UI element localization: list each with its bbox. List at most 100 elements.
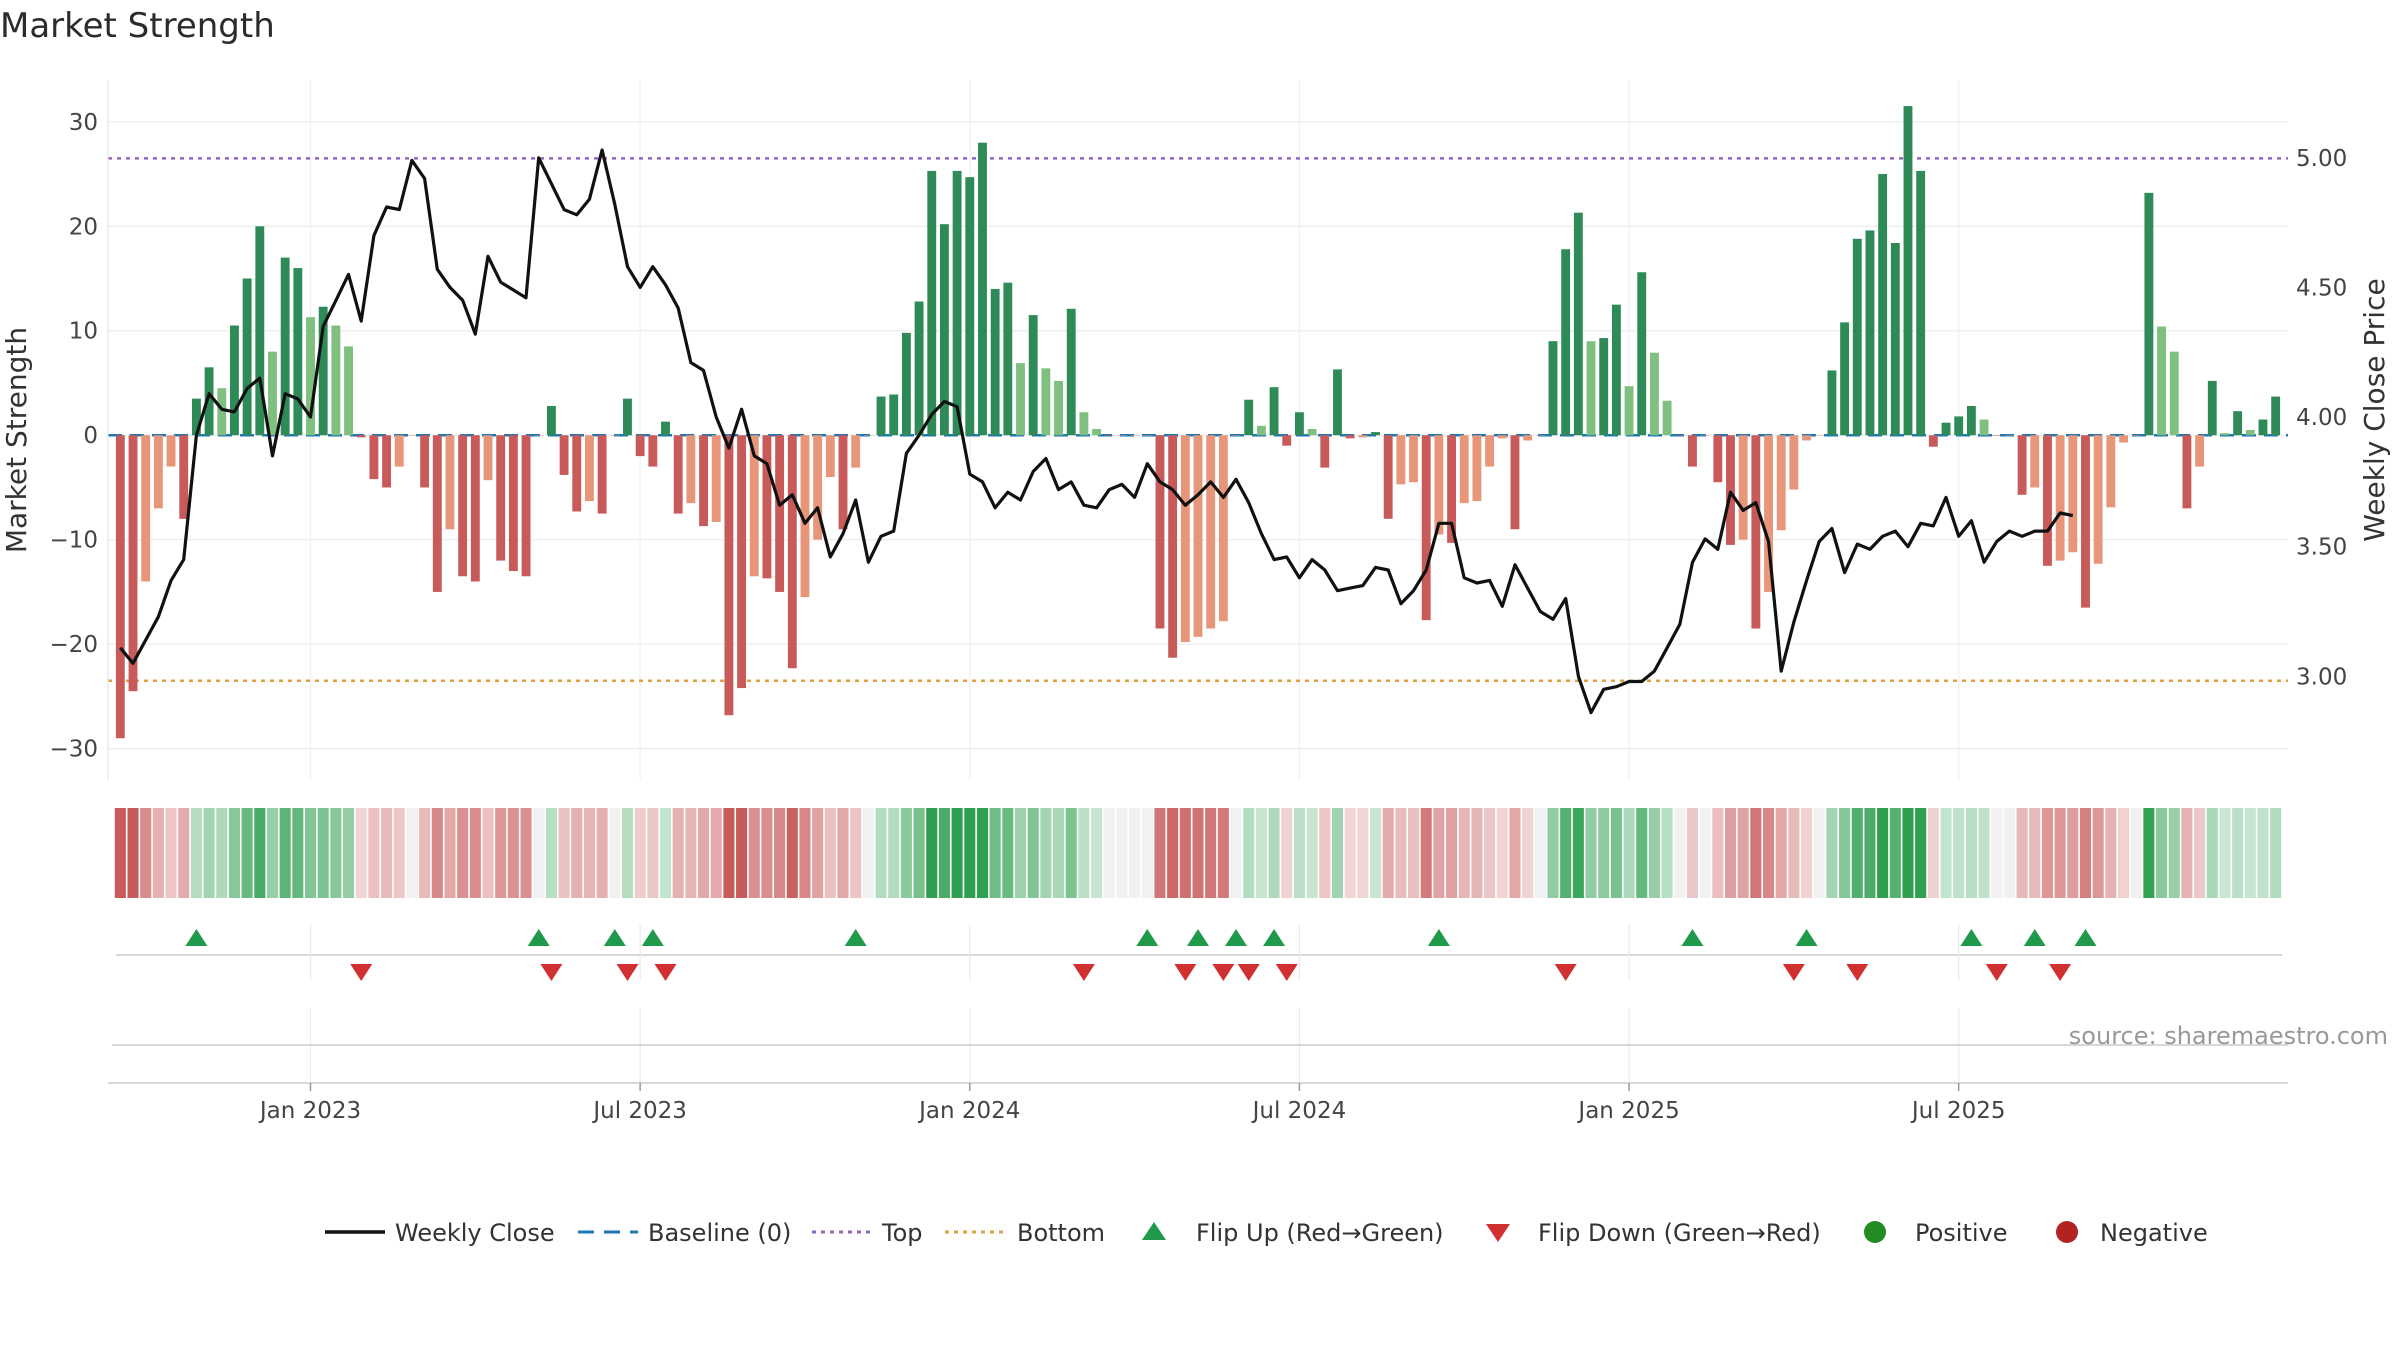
- heat-cell: [2244, 808, 2256, 898]
- heat-cell: [520, 808, 532, 898]
- heat-cell: [1420, 808, 1432, 898]
- strength-bar: [394, 435, 404, 467]
- heat-cell: [545, 808, 557, 898]
- strength-bar: [2144, 192, 2154, 436]
- heat-cell: [1522, 808, 1534, 898]
- heat-cell: [1991, 808, 2003, 898]
- heat-cell: [1357, 808, 1369, 898]
- heat-cell: [1129, 808, 1141, 898]
- strength-bar: [610, 435, 620, 436]
- heat-cell: [1902, 808, 1914, 898]
- heat-cell: [1407, 808, 1420, 898]
- strength-bar: [1751, 435, 1761, 629]
- heat-cell: [1762, 808, 1775, 898]
- strength-bar: [737, 435, 747, 689]
- strength-bar: [838, 435, 848, 530]
- flip-down-marker: [1846, 964, 1869, 981]
- flip-down-marker: [540, 964, 563, 981]
- flip-up-marker: [603, 929, 626, 946]
- heat-cell: [1369, 808, 1382, 898]
- flip-up-marker: [1187, 929, 1209, 946]
- heat-cell: [926, 808, 938, 898]
- strength-bar: [242, 278, 252, 436]
- heat-cell: [241, 808, 253, 898]
- heat-cell: [393, 808, 405, 898]
- y-right-axis-label: Weekly Close Price: [2358, 278, 2391, 541]
- x-tick-label: Jan 2025: [1576, 1098, 1679, 1124]
- heat-cell: [2041, 808, 2053, 898]
- heat-cell: [596, 808, 608, 898]
- strength-bar: [1016, 363, 1025, 436]
- x-tick-label: Jul 2025: [1910, 1098, 2006, 1124]
- heat-cell: [1217, 808, 1229, 898]
- flip-up-marker: [1427, 929, 1450, 946]
- strength-bar: [1941, 422, 1951, 436]
- heat-cell: [1344, 808, 1356, 898]
- strength-bar: [1573, 212, 1583, 436]
- heat-cell: [1179, 808, 1191, 898]
- strength-bar: [648, 435, 658, 467]
- heat-cell: [875, 808, 887, 898]
- strength-bar: [965, 177, 975, 436]
- strength-bars: [115, 106, 2281, 739]
- y-axis-label: Market Strength: [0, 327, 33, 553]
- strength-bar: [356, 435, 366, 438]
- heat-cell: [1243, 808, 1255, 898]
- strength-bar: [1079, 412, 1089, 436]
- legend-label: Weekly Close: [395, 1219, 555, 1247]
- legend-label: Top: [881, 1219, 923, 1247]
- heat-cell: [2054, 808, 2066, 898]
- strength-bar: [1459, 435, 1469, 504]
- heat-cell: [1103, 808, 1115, 898]
- strength-bar: [749, 435, 759, 577]
- heat-cell: [304, 808, 317, 898]
- strength-bar: [889, 394, 899, 436]
- heat-cell: [1547, 808, 1559, 898]
- strength-bar: [445, 435, 455, 530]
- heat-cell: [2219, 808, 2231, 898]
- strength-bar: [2106, 435, 2116, 508]
- heat-cell: [976, 808, 989, 898]
- legend-label: Negative: [2100, 1219, 2208, 1247]
- strength-bar: [661, 421, 670, 436]
- strength-bar: [1840, 322, 1850, 436]
- strength-bar: [1852, 238, 1862, 436]
- heat-cell: [419, 808, 431, 898]
- strength-bar: [1447, 435, 1457, 543]
- heat-cell: [330, 808, 342, 898]
- strength-bar: [2017, 435, 2027, 495]
- strength-bar: [2271, 396, 2281, 436]
- heat-cell: [812, 808, 824, 898]
- y-tick-label: 10: [69, 319, 98, 345]
- strength-bar: [1028, 315, 1038, 436]
- flip-down-marker: [1275, 964, 1298, 981]
- strength-bar: [534, 435, 544, 436]
- flip-down-marker: [1072, 964, 1095, 981]
- strength-bar: [1738, 435, 1748, 540]
- heat-cell: [1230, 808, 1242, 898]
- heat-cell: [1040, 808, 1052, 898]
- strength-bar: [2220, 433, 2230, 436]
- heat-cell: [2130, 808, 2142, 898]
- strength-bar: [496, 435, 506, 561]
- legend: Weekly Close Baseline (0) Top Bottom Flip Up…: [325, 1219, 2208, 1247]
- y-tick-label: 30: [69, 110, 98, 136]
- strength-bar: [344, 346, 353, 436]
- y-right-tick-label: 3.50: [2296, 535, 2347, 561]
- strength-bar: [1764, 435, 1773, 592]
- heat-cell: [1205, 808, 1217, 898]
- strength-bar: [1421, 435, 1431, 621]
- strength-bar: [318, 306, 328, 436]
- flip-up-marker: [2074, 929, 2097, 946]
- strength-bar: [1827, 370, 1837, 436]
- heat-cell: [1002, 808, 1014, 898]
- heat-cell: [1446, 808, 1458, 898]
- heat-cell: [1509, 808, 1521, 898]
- y-tick-label: −10: [49, 528, 98, 554]
- heat-cell: [634, 808, 646, 898]
- strength-bar: [1168, 435, 1178, 658]
- y-tick-label: 0: [83, 423, 98, 449]
- strength-bar: [1814, 435, 1824, 436]
- strength-bar: [1256, 425, 1266, 436]
